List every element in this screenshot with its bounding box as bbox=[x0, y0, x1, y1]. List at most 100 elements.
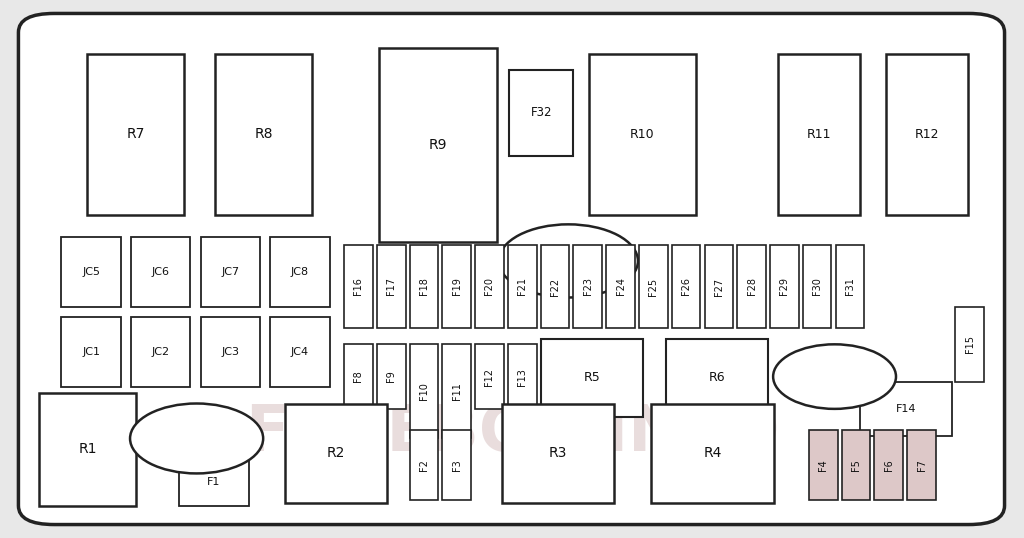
Text: F7: F7 bbox=[916, 459, 927, 471]
Text: JC7: JC7 bbox=[221, 267, 240, 277]
Circle shape bbox=[130, 404, 263, 473]
FancyBboxPatch shape bbox=[285, 404, 387, 503]
FancyBboxPatch shape bbox=[778, 54, 860, 215]
FancyBboxPatch shape bbox=[442, 245, 471, 328]
Text: F18: F18 bbox=[419, 278, 429, 295]
Text: JC5: JC5 bbox=[82, 267, 100, 277]
FancyBboxPatch shape bbox=[201, 317, 260, 387]
Text: F1: F1 bbox=[207, 477, 221, 486]
FancyBboxPatch shape bbox=[573, 245, 602, 328]
FancyBboxPatch shape bbox=[639, 245, 668, 328]
FancyBboxPatch shape bbox=[955, 307, 984, 382]
FancyBboxPatch shape bbox=[842, 430, 870, 500]
Text: F6: F6 bbox=[884, 459, 894, 471]
Text: F8: F8 bbox=[353, 371, 364, 383]
FancyBboxPatch shape bbox=[377, 245, 406, 328]
Text: F26: F26 bbox=[681, 278, 691, 295]
Text: R1: R1 bbox=[78, 442, 97, 456]
Text: F4: F4 bbox=[818, 459, 828, 471]
FancyBboxPatch shape bbox=[508, 344, 537, 409]
Text: FUSEBOX.INFO: FUSEBOX.INFO bbox=[245, 402, 779, 464]
FancyBboxPatch shape bbox=[410, 245, 438, 328]
FancyBboxPatch shape bbox=[666, 339, 768, 417]
FancyBboxPatch shape bbox=[803, 245, 831, 328]
Text: JC4: JC4 bbox=[291, 348, 309, 357]
FancyBboxPatch shape bbox=[410, 430, 438, 500]
Text: R5: R5 bbox=[584, 371, 600, 385]
FancyBboxPatch shape bbox=[809, 430, 838, 500]
FancyBboxPatch shape bbox=[344, 344, 373, 409]
Text: F21: F21 bbox=[517, 278, 527, 295]
Text: F25: F25 bbox=[648, 278, 658, 295]
FancyBboxPatch shape bbox=[770, 245, 799, 328]
FancyBboxPatch shape bbox=[379, 48, 497, 242]
FancyBboxPatch shape bbox=[87, 54, 184, 215]
Text: F28: F28 bbox=[746, 278, 757, 295]
Text: F9: F9 bbox=[386, 371, 396, 383]
FancyBboxPatch shape bbox=[475, 344, 504, 409]
Text: F13: F13 bbox=[517, 367, 527, 386]
Text: R10: R10 bbox=[630, 128, 655, 141]
FancyBboxPatch shape bbox=[705, 245, 733, 328]
FancyBboxPatch shape bbox=[61, 237, 121, 307]
FancyBboxPatch shape bbox=[270, 237, 330, 307]
Text: R7: R7 bbox=[127, 128, 144, 141]
FancyBboxPatch shape bbox=[672, 245, 700, 328]
Text: R8: R8 bbox=[254, 128, 273, 141]
FancyBboxPatch shape bbox=[442, 430, 471, 500]
Text: R11: R11 bbox=[807, 128, 831, 141]
Text: F11: F11 bbox=[452, 383, 462, 400]
FancyBboxPatch shape bbox=[377, 344, 406, 409]
FancyBboxPatch shape bbox=[502, 404, 614, 503]
Text: F14: F14 bbox=[896, 404, 916, 414]
Text: F3: F3 bbox=[452, 459, 462, 471]
FancyBboxPatch shape bbox=[179, 457, 249, 506]
FancyBboxPatch shape bbox=[442, 344, 471, 438]
FancyBboxPatch shape bbox=[541, 245, 569, 328]
Text: F15: F15 bbox=[965, 335, 975, 353]
FancyBboxPatch shape bbox=[541, 339, 643, 417]
FancyBboxPatch shape bbox=[270, 317, 330, 387]
FancyBboxPatch shape bbox=[410, 344, 438, 438]
Text: R2: R2 bbox=[327, 446, 345, 461]
Text: JC3: JC3 bbox=[221, 348, 240, 357]
FancyBboxPatch shape bbox=[836, 245, 864, 328]
FancyBboxPatch shape bbox=[475, 245, 504, 328]
FancyBboxPatch shape bbox=[131, 317, 190, 387]
Circle shape bbox=[499, 224, 638, 298]
Text: F19: F19 bbox=[452, 278, 462, 295]
Text: F30: F30 bbox=[812, 278, 822, 295]
FancyBboxPatch shape bbox=[215, 54, 312, 215]
Text: JC1: JC1 bbox=[82, 348, 100, 357]
FancyBboxPatch shape bbox=[131, 237, 190, 307]
Text: F5: F5 bbox=[851, 459, 861, 471]
FancyBboxPatch shape bbox=[201, 237, 260, 307]
FancyBboxPatch shape bbox=[344, 245, 373, 328]
Text: F20: F20 bbox=[484, 278, 495, 295]
Text: F27: F27 bbox=[714, 278, 724, 295]
FancyBboxPatch shape bbox=[860, 382, 952, 436]
Text: F31: F31 bbox=[845, 278, 855, 295]
FancyBboxPatch shape bbox=[874, 430, 903, 500]
FancyBboxPatch shape bbox=[651, 404, 774, 503]
Text: F16: F16 bbox=[353, 278, 364, 295]
Text: R3: R3 bbox=[549, 446, 567, 461]
FancyBboxPatch shape bbox=[886, 54, 968, 215]
Text: F10: F10 bbox=[419, 383, 429, 400]
Text: R4: R4 bbox=[703, 446, 722, 461]
FancyBboxPatch shape bbox=[39, 393, 136, 506]
FancyBboxPatch shape bbox=[509, 70, 573, 156]
FancyBboxPatch shape bbox=[18, 13, 1005, 525]
Text: F17: F17 bbox=[386, 278, 396, 295]
Text: JC2: JC2 bbox=[152, 348, 170, 357]
Text: R9: R9 bbox=[428, 138, 447, 152]
Text: F32: F32 bbox=[530, 107, 552, 119]
Circle shape bbox=[773, 344, 896, 409]
Text: JC8: JC8 bbox=[291, 267, 309, 277]
FancyBboxPatch shape bbox=[907, 430, 936, 500]
FancyBboxPatch shape bbox=[737, 245, 766, 328]
Text: R12: R12 bbox=[914, 128, 939, 141]
FancyBboxPatch shape bbox=[589, 54, 696, 215]
Text: F24: F24 bbox=[615, 278, 626, 295]
Text: F29: F29 bbox=[779, 278, 790, 295]
